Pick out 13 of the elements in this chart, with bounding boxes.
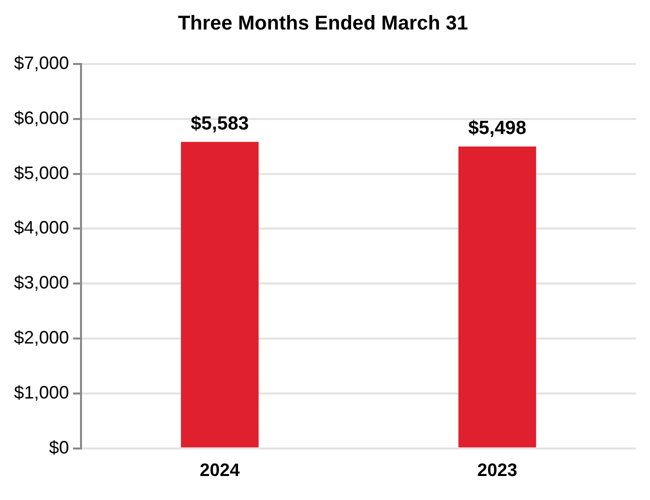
y-tick-label: $2,000 (14, 328, 70, 348)
x-tick-label: 2023 (477, 460, 518, 480)
chart-title: Three Months Ended March 31 (178, 12, 468, 35)
x-tick-label: 2024 (200, 460, 240, 480)
data-label: $5,498 (468, 118, 526, 140)
y-tick-label: $4,000 (14, 218, 70, 238)
y-tick-label: $1,000 (14, 382, 70, 402)
y-tick-label: $6,000 (14, 108, 70, 128)
y-tick-label: $5,000 (14, 162, 70, 183)
y-tick-label: $0 (49, 437, 70, 458)
data-label: $5,583 (190, 114, 249, 135)
y-tick-label: $3,000 (14, 272, 70, 293)
y-tick-label: $7,000 (14, 52, 70, 73)
